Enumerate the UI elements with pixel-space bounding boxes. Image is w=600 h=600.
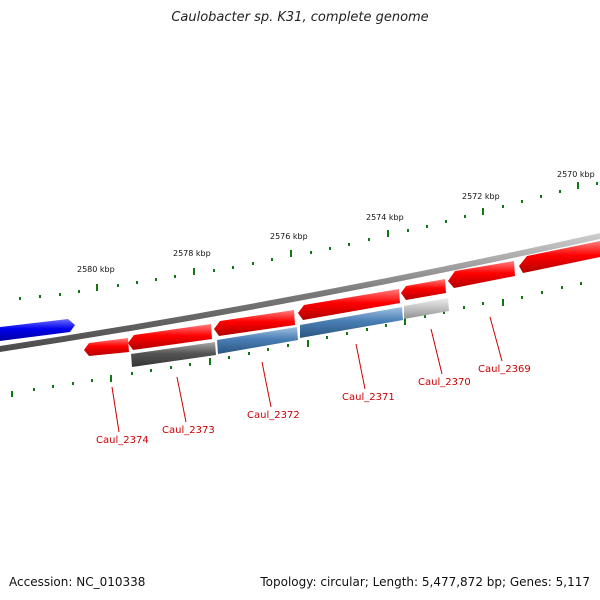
- scale-ticks-outer: [19, 182, 598, 300]
- scale-label-2572: 2572 kbp: [462, 192, 500, 201]
- map-title: Caulobacter sp. K31, complete genome: [171, 10, 429, 25]
- genome-summary-text: Topology: circular; Length: 5,477,872 bp…: [260, 575, 590, 589]
- gene-forward-5: [214, 310, 295, 336]
- gene-leader-lines: [111, 316, 503, 433]
- scale-label-2580: 2580 kbp: [77, 265, 115, 274]
- scale-label-2570: 2570 kbp: [557, 170, 595, 179]
- gene-reverse-light: [404, 298, 449, 319]
- accession-text: Accession: NC_010338: [9, 575, 146, 589]
- gene-reverse-gray: [131, 342, 216, 367]
- gene-reverse-blue-1: [300, 307, 403, 338]
- genome-backbone: [0, 233, 600, 352]
- gene-forward-1: [519, 241, 600, 273]
- gene-label-caul-2373: Caul_2373: [162, 425, 215, 436]
- gene-label-caul-2370: Caul_2370: [418, 377, 471, 388]
- gene-label-caul-2371: Caul_2371: [342, 392, 395, 403]
- gene-blue-left: [0, 319, 75, 341]
- scale-label-2574: 2574 kbp: [366, 213, 404, 222]
- gene-forward-6: [128, 324, 212, 350]
- gene-label-caul-2372: Caul_2372: [247, 410, 300, 421]
- gene-forward-2: [448, 261, 515, 288]
- gene-reverse-blue-2: [217, 327, 298, 354]
- scale-label-2576: 2576 kbp: [270, 232, 308, 241]
- scale-label-2578: 2578 kbp: [173, 249, 211, 258]
- gene-label-caul-2374: Caul_2374: [96, 435, 149, 446]
- gene-forward-3: [401, 279, 446, 300]
- gene-label-caul-2369: Caul_2369: [478, 364, 531, 375]
- gene-forward-4: [298, 289, 400, 320]
- scale-ticks-inner: [11, 282, 582, 397]
- gene-forward-7: [84, 338, 129, 356]
